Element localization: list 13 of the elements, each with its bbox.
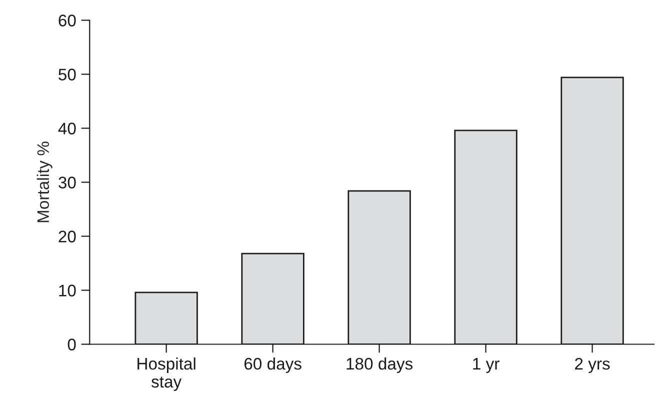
x-tick-label: 60 days xyxy=(244,357,302,373)
y-tick-label: 10 xyxy=(59,284,76,296)
x-tick-label: 1 yr xyxy=(473,358,500,373)
y-axis-title: Mortality % xyxy=(36,142,52,222)
y-tick-label: 60 xyxy=(58,14,76,26)
x-tick-label: 2 yrs xyxy=(575,358,610,373)
x-tick-label: 180 days xyxy=(346,357,413,373)
y-tick-label: 30 xyxy=(58,176,76,188)
x-tick-label: Hospital stay xyxy=(138,357,196,391)
y-tick-label: 50 xyxy=(58,68,76,80)
y-tick-label: 40 xyxy=(58,122,76,134)
y-tick-label: 20 xyxy=(58,230,76,242)
y-tick-label: 0 xyxy=(68,338,76,350)
